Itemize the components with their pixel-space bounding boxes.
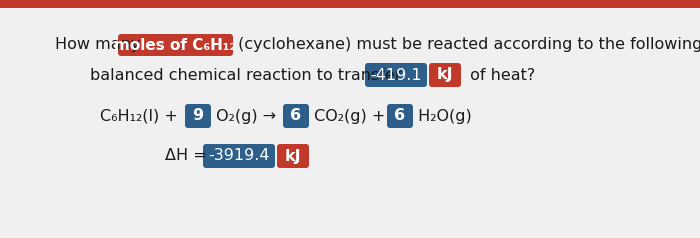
Text: C₆H₁₂(l) +: C₆H₁₂(l) + (100, 109, 183, 124)
Text: -419.1: -419.1 (370, 68, 422, 83)
Text: (cyclohexane) must be reacted according to the following: (cyclohexane) must be reacted according … (233, 38, 700, 53)
FancyBboxPatch shape (283, 104, 309, 128)
Text: kJ: kJ (437, 68, 454, 83)
FancyBboxPatch shape (185, 104, 211, 128)
Text: moles of C₆H₁₂: moles of C₆H₁₂ (114, 38, 237, 53)
FancyBboxPatch shape (0, 0, 700, 8)
Text: 6: 6 (394, 109, 405, 124)
Text: -3919.4: -3919.4 (209, 149, 270, 164)
Text: balanced chemical reaction to transfer: balanced chemical reaction to transfer (90, 68, 407, 83)
Text: H₂O(g): H₂O(g) (413, 109, 472, 124)
Text: 9: 9 (193, 109, 204, 124)
FancyBboxPatch shape (277, 144, 309, 168)
Text: CO₂(g) +: CO₂(g) + (309, 109, 391, 124)
Text: of heat?: of heat? (465, 68, 536, 83)
FancyBboxPatch shape (365, 63, 427, 87)
FancyBboxPatch shape (429, 63, 461, 87)
Text: How many: How many (55, 38, 146, 53)
Text: O₂(g) →: O₂(g) → (211, 109, 281, 124)
FancyBboxPatch shape (387, 104, 413, 128)
Text: ΔH =: ΔH = (165, 149, 212, 164)
Text: kJ: kJ (285, 149, 301, 164)
FancyBboxPatch shape (118, 34, 233, 56)
Text: 6: 6 (290, 109, 302, 124)
FancyBboxPatch shape (203, 144, 275, 168)
